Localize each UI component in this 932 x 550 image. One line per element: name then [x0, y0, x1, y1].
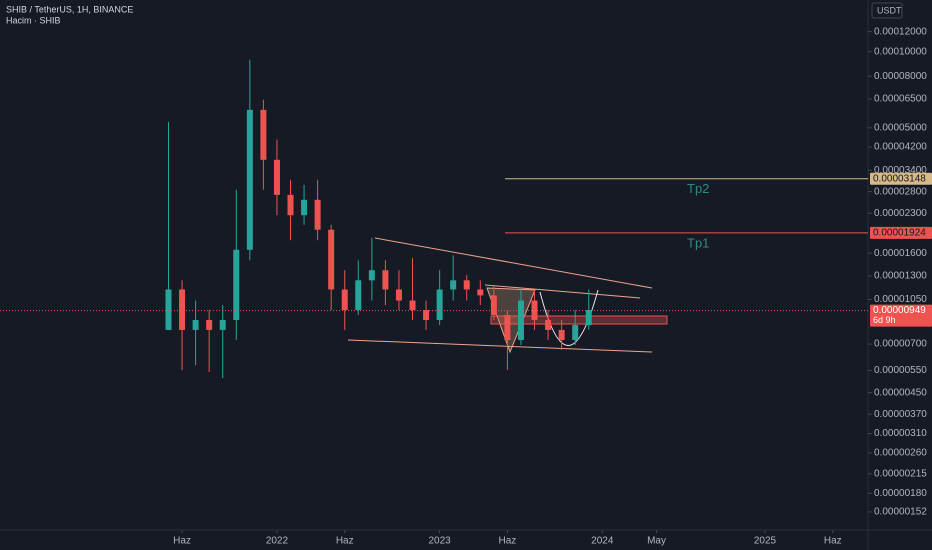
y-tick-label: 0.00001300: [874, 271, 927, 282]
x-tick-label: Haz: [499, 536, 517, 547]
candle-body: [558, 329, 565, 341]
candle-body: [545, 320, 552, 330]
x-tick-label: 2022: [266, 536, 289, 547]
y-tick-label: 0.00010000: [874, 46, 927, 57]
trend-line: [347, 339, 653, 353]
candle-body: [517, 300, 524, 341]
candle-body: [273, 159, 280, 195]
candle-body: [585, 310, 592, 326]
y-tick-label: 0.00006500: [874, 94, 927, 105]
y-tick-label: 0.00000450: [874, 387, 927, 398]
candle-body: [246, 109, 253, 250]
last-price-label: 0.00000949: [873, 305, 926, 316]
candle-body: [463, 280, 470, 290]
candle-body: [382, 270, 389, 290]
y-tick-label: 0.00005000: [874, 123, 927, 134]
y-tick-label: 0.00000215: [874, 468, 927, 479]
currency[interactable]: USDT: [877, 5, 902, 15]
candle-body: [368, 270, 375, 281]
candle-body: [450, 280, 457, 290]
candle-body: [395, 289, 402, 301]
level-label: 0.00001924: [873, 228, 926, 239]
level-label: 0.00003148: [873, 173, 926, 184]
y-tick-label: 0.00002800: [874, 186, 927, 197]
level-badge: [870, 172, 932, 185]
last-price-badge: [870, 304, 932, 327]
volume-title: Hacim · SHIB: [6, 15, 61, 25]
y-tick-label: 0.00000370: [874, 409, 927, 420]
level-name: Tp1: [687, 235, 709, 250]
zone-box: [490, 315, 668, 325]
candle-body: [206, 320, 213, 330]
y-tick-label: 0.00001600: [874, 248, 927, 259]
y-tick-label: 0.00000152: [874, 507, 927, 518]
y-tick-label: 0.00002300: [874, 208, 927, 219]
trend-line: [484, 284, 641, 299]
candle-body: [436, 289, 443, 321]
candle-body: [572, 325, 579, 341]
x-tick-label: Haz: [336, 536, 354, 547]
candle-body: [314, 199, 321, 230]
candle-body: [477, 289, 484, 296]
candle-body: [287, 194, 294, 216]
level-badge: [870, 226, 932, 239]
level-name: Tp2: [687, 181, 709, 196]
y-tick-label: 0.00000260: [874, 448, 927, 459]
y-tick-label: 0.00012000: [874, 26, 927, 37]
candle-body: [504, 314, 511, 341]
candle-body: [192, 320, 199, 330]
currency-box[interactable]: [871, 2, 903, 19]
y-tick-label: 0.00003400: [874, 165, 927, 176]
x-tick-label: Haz: [824, 536, 842, 547]
x-tick-label: 2023: [429, 536, 452, 547]
x-tick-label: 2024: [591, 536, 614, 547]
y-tick-label: 0.00008000: [874, 71, 927, 82]
candle-body: [341, 289, 348, 311]
x-tick-label: 2025: [754, 536, 777, 547]
countdown: 6d 9h: [873, 315, 896, 325]
candle-body: [490, 295, 497, 315]
candle-body: [179, 289, 186, 330]
candle-body: [233, 249, 240, 321]
trend-line: [374, 237, 653, 289]
x-tick-label: Haz: [173, 536, 191, 547]
candle-body: [328, 229, 335, 290]
candle-body: [219, 320, 226, 330]
candle-body: [260, 109, 267, 160]
y-tick-label: 0.00000310: [874, 428, 927, 439]
y-tick-label: 0.00000550: [874, 365, 927, 376]
candle-body: [423, 310, 430, 321]
x-tick-label: May: [647, 536, 666, 547]
y-tick-label: 0.00000700: [874, 339, 927, 350]
y-tick-label: 0.00001050: [874, 294, 927, 305]
candle-body: [165, 289, 172, 330]
candle-body: [301, 199, 308, 216]
y-tick-label: 0.00004200: [874, 142, 927, 153]
y-tick-label: 0.00000180: [874, 488, 927, 499]
candle-body: [409, 300, 416, 311]
symbol-title: SHIB / TetherUS, 1H, BINANCE: [6, 4, 133, 14]
candle-body: [355, 280, 362, 311]
